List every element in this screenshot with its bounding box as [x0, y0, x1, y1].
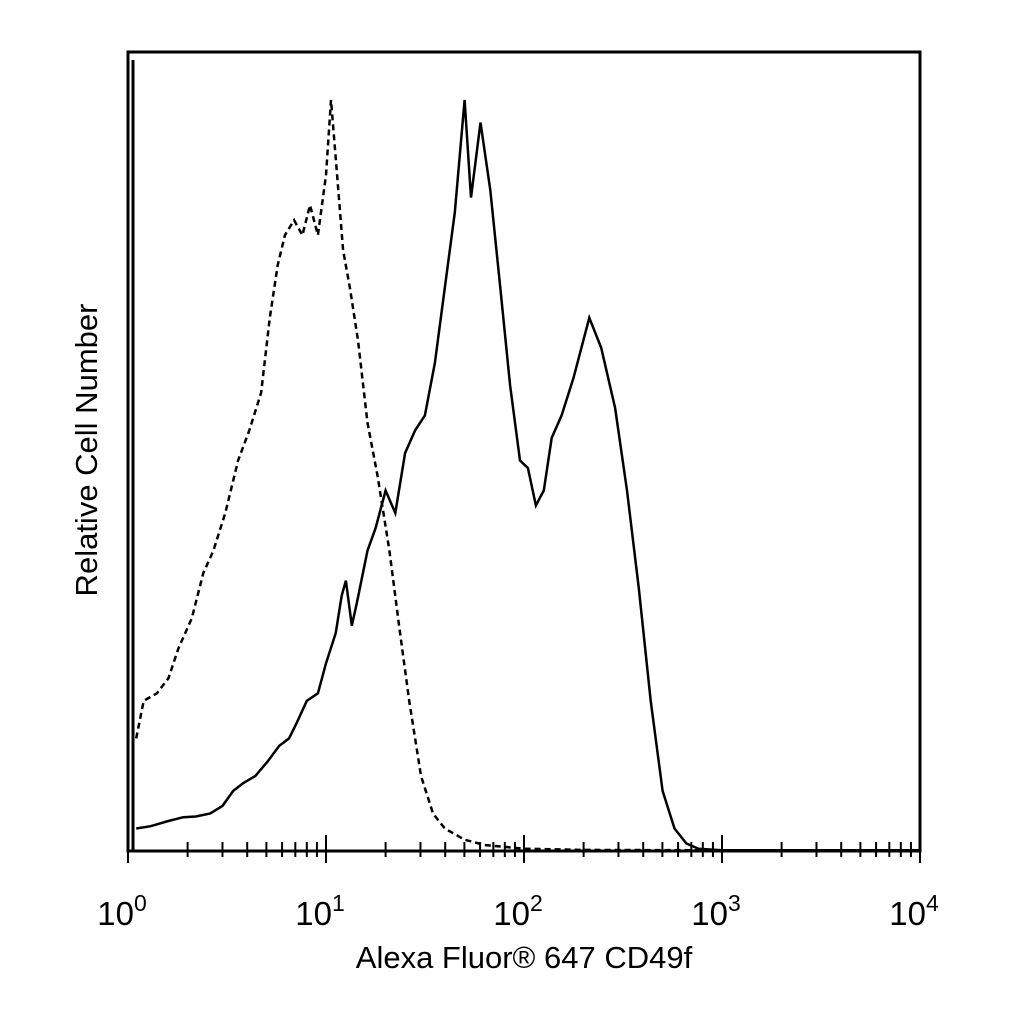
- x-axis-label: Alexa Fluor® 647 CD49f: [356, 940, 693, 975]
- plot-area: [131, 60, 920, 852]
- x-tick-label: 102: [493, 890, 543, 932]
- x-axis-tick-labels: 100 101 102 103 104: [97, 890, 939, 932]
- y-axis-label: Relative Cell Number: [69, 304, 104, 597]
- x-tick-label: 100: [97, 890, 147, 932]
- plot-frame: [126, 50, 922, 853]
- series-line-1-dashed: [134, 99, 920, 852]
- x-tick-label: 103: [691, 890, 741, 932]
- x-tick-label: 104: [889, 890, 939, 932]
- x-tick-label: 101: [295, 890, 345, 932]
- series-line-2-solid: [136, 99, 920, 852]
